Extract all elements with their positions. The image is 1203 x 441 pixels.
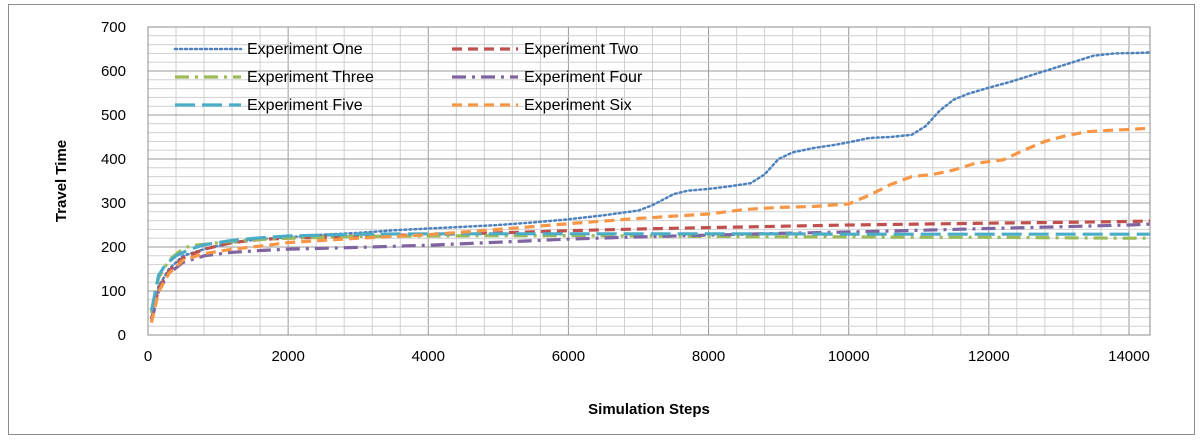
series-line-5: [149, 232, 1150, 312]
series-line-4: [149, 222, 1151, 323]
grid-layer: [148, 27, 1150, 335]
series-line-6: [149, 126, 1151, 324]
legend-label: Experiment Four: [524, 69, 643, 86]
x-tick-label: 6000: [552, 348, 585, 365]
x-tick-label: 14000: [1108, 348, 1150, 365]
y-tick-label: 700: [101, 19, 126, 36]
y-tick-label: 200: [101, 239, 126, 256]
y-tick-label: 500: [101, 107, 126, 124]
plot-area: [147, 26, 1151, 336]
series-line-3: [149, 234, 1150, 314]
series-layer: [149, 51, 1152, 324]
x-tick-label: 0: [144, 348, 152, 365]
x-tick-label: 12000: [968, 348, 1010, 365]
y-tick-label: 400: [101, 151, 126, 168]
y-tick-label: 300: [101, 195, 126, 212]
y-tick-label: 600: [101, 63, 126, 80]
x-tick-label: 4000: [412, 348, 445, 365]
legend-label: Experiment Six: [524, 97, 632, 114]
legend-label: Experiment One: [247, 41, 363, 58]
y-axis-title: Travel Time: [53, 140, 70, 222]
y-tick-label: 0: [118, 327, 126, 344]
legend-label: Experiment Three: [247, 69, 374, 86]
x-tick-label: 2000: [271, 348, 304, 365]
legend: Experiment One Experiment Two Experiment T…: [173, 41, 643, 114]
legend-label: Experiment Two: [524, 41, 639, 58]
x-axis-title: Simulation Steps: [588, 401, 710, 418]
legend-label: Experiment Five: [247, 97, 363, 114]
y-tick-label: 100: [101, 283, 126, 300]
x-tick-label: 8000: [692, 348, 725, 365]
x-tick-label: 10000: [828, 348, 870, 365]
tick-labels: 0 2000 4000 6000 8000 10000 12000 14000 0 100 200 3…: [101, 19, 1150, 365]
